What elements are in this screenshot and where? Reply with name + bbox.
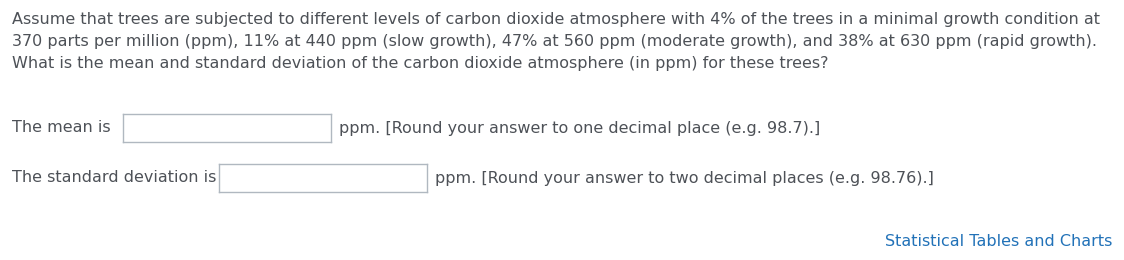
Text: ppm. [Round your answer to one decimal place (e.g. 98.7).]: ppm. [Round your answer to one decimal p… — [339, 120, 821, 135]
Text: The mean is: The mean is — [12, 120, 116, 135]
Text: The standard deviation is: The standard deviation is — [12, 171, 221, 185]
Text: i: i — [107, 120, 112, 135]
Text: Assume that trees are subjected to different levels of carbon dioxide atmosphere: Assume that trees are subjected to diffe… — [12, 12, 1100, 72]
Text: i: i — [203, 171, 209, 185]
Text: Statistical Tables and Charts: Statistical Tables and Charts — [885, 235, 1112, 250]
Text: ppm. [Round your answer to two decimal places (e.g. 98.76).]: ppm. [Round your answer to two decimal p… — [435, 171, 934, 185]
